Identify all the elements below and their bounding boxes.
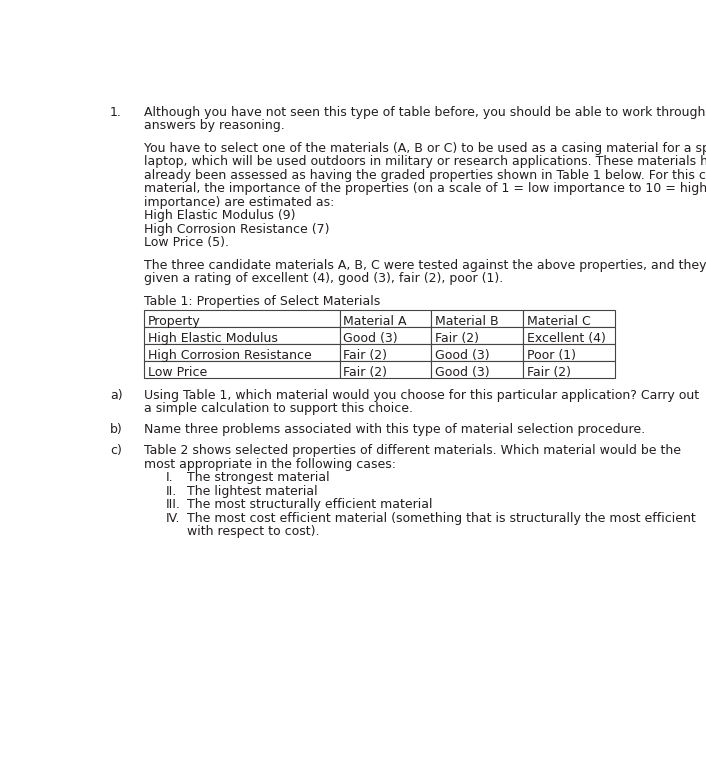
Text: You have to select one of the materials (A, B or C) to be used as a casing mater: You have to select one of the materials … (144, 142, 706, 155)
Bar (340, 310, 431, 327)
Text: II.: II. (166, 485, 177, 498)
Text: a simple calculation to support this choice.: a simple calculation to support this cho… (144, 402, 413, 415)
Bar (431, 361, 523, 377)
Bar (340, 361, 431, 377)
Text: IV.: IV. (166, 512, 180, 525)
Text: Table 2 shows selected properties of different materials. Which material would b: Table 2 shows selected properties of dif… (144, 445, 681, 458)
Text: material, the importance of the properties (on a scale of 1 = low importance to : material, the importance of the properti… (144, 182, 706, 195)
Text: Property: Property (148, 315, 201, 328)
Text: The strongest material: The strongest material (188, 471, 330, 484)
Text: Fair (2): Fair (2) (436, 332, 479, 345)
Text: Good (3): Good (3) (436, 365, 490, 378)
Text: Table 1: Properties of Select Materials: Table 1: Properties of Select Materials (144, 295, 381, 308)
Text: The lightest material: The lightest material (188, 485, 318, 498)
Text: Low Price: Low Price (148, 365, 207, 378)
Bar (523, 344, 615, 361)
Text: given a rating of excellent (4), good (3), fair (2), poor (1).: given a rating of excellent (4), good (3… (144, 272, 503, 285)
Text: with respect to cost).: with respect to cost). (188, 525, 320, 538)
Text: Material A: Material A (344, 315, 407, 328)
Text: b): b) (110, 423, 123, 436)
Text: importance) are estimated as:: importance) are estimated as: (144, 196, 335, 209)
Bar (144, 344, 340, 361)
Text: 1.: 1. (110, 105, 122, 118)
Bar (144, 310, 340, 327)
Text: High Corrosion Resistance: High Corrosion Resistance (148, 348, 311, 361)
Text: The most cost efficient material (something that is structurally the most effici: The most cost efficient material (someth… (188, 512, 696, 525)
Text: answers by reasoning.: answers by reasoning. (144, 119, 285, 132)
Text: already been assessed as having the graded properties shown in Table 1 below. Fo: already been assessed as having the grad… (144, 169, 706, 182)
Text: High Elastic Modulus: High Elastic Modulus (148, 332, 277, 345)
Text: High Corrosion Resistance (7): High Corrosion Resistance (7) (144, 222, 330, 235)
Text: Material B: Material B (436, 315, 499, 328)
Bar (431, 310, 523, 327)
Text: High Elastic Modulus (9): High Elastic Modulus (9) (144, 209, 296, 222)
Text: Good (3): Good (3) (344, 332, 398, 345)
Text: Although you have not seen this type of table before, you should be able to work: Although you have not seen this type of … (144, 105, 706, 118)
Text: The most structurally efficient material: The most structurally efficient material (188, 498, 433, 511)
Text: laptop, which will be used outdoors in military or research applications. These : laptop, which will be used outdoors in m… (144, 155, 706, 168)
Bar (523, 310, 615, 327)
Bar (431, 327, 523, 344)
Bar (431, 344, 523, 361)
Text: Fair (2): Fair (2) (527, 365, 571, 378)
Text: Good (3): Good (3) (436, 348, 490, 361)
Bar (340, 327, 431, 344)
Text: Poor (1): Poor (1) (527, 348, 576, 361)
Text: Fair (2): Fair (2) (344, 365, 388, 378)
Bar (523, 327, 615, 344)
Text: a): a) (110, 389, 123, 402)
Bar (144, 327, 340, 344)
Bar (144, 361, 340, 377)
Text: most appropriate in the following cases:: most appropriate in the following cases: (144, 458, 396, 471)
Text: Material C: Material C (527, 315, 591, 328)
Text: c): c) (110, 445, 122, 458)
Text: III.: III. (166, 498, 181, 511)
Text: Low Price (5).: Low Price (5). (144, 236, 229, 249)
Bar (523, 361, 615, 377)
Text: I.: I. (166, 471, 174, 484)
Bar (340, 344, 431, 361)
Text: Using Table 1, which material would you choose for this particular application? : Using Table 1, which material would you … (144, 389, 699, 402)
Text: Fair (2): Fair (2) (344, 348, 388, 361)
Text: Name three problems associated with this type of material selection procedure.: Name three problems associated with this… (144, 423, 645, 436)
Text: Excellent (4): Excellent (4) (527, 332, 606, 345)
Text: The three candidate materials A, B, C were tested against the above properties, : The three candidate materials A, B, C we… (144, 259, 706, 272)
